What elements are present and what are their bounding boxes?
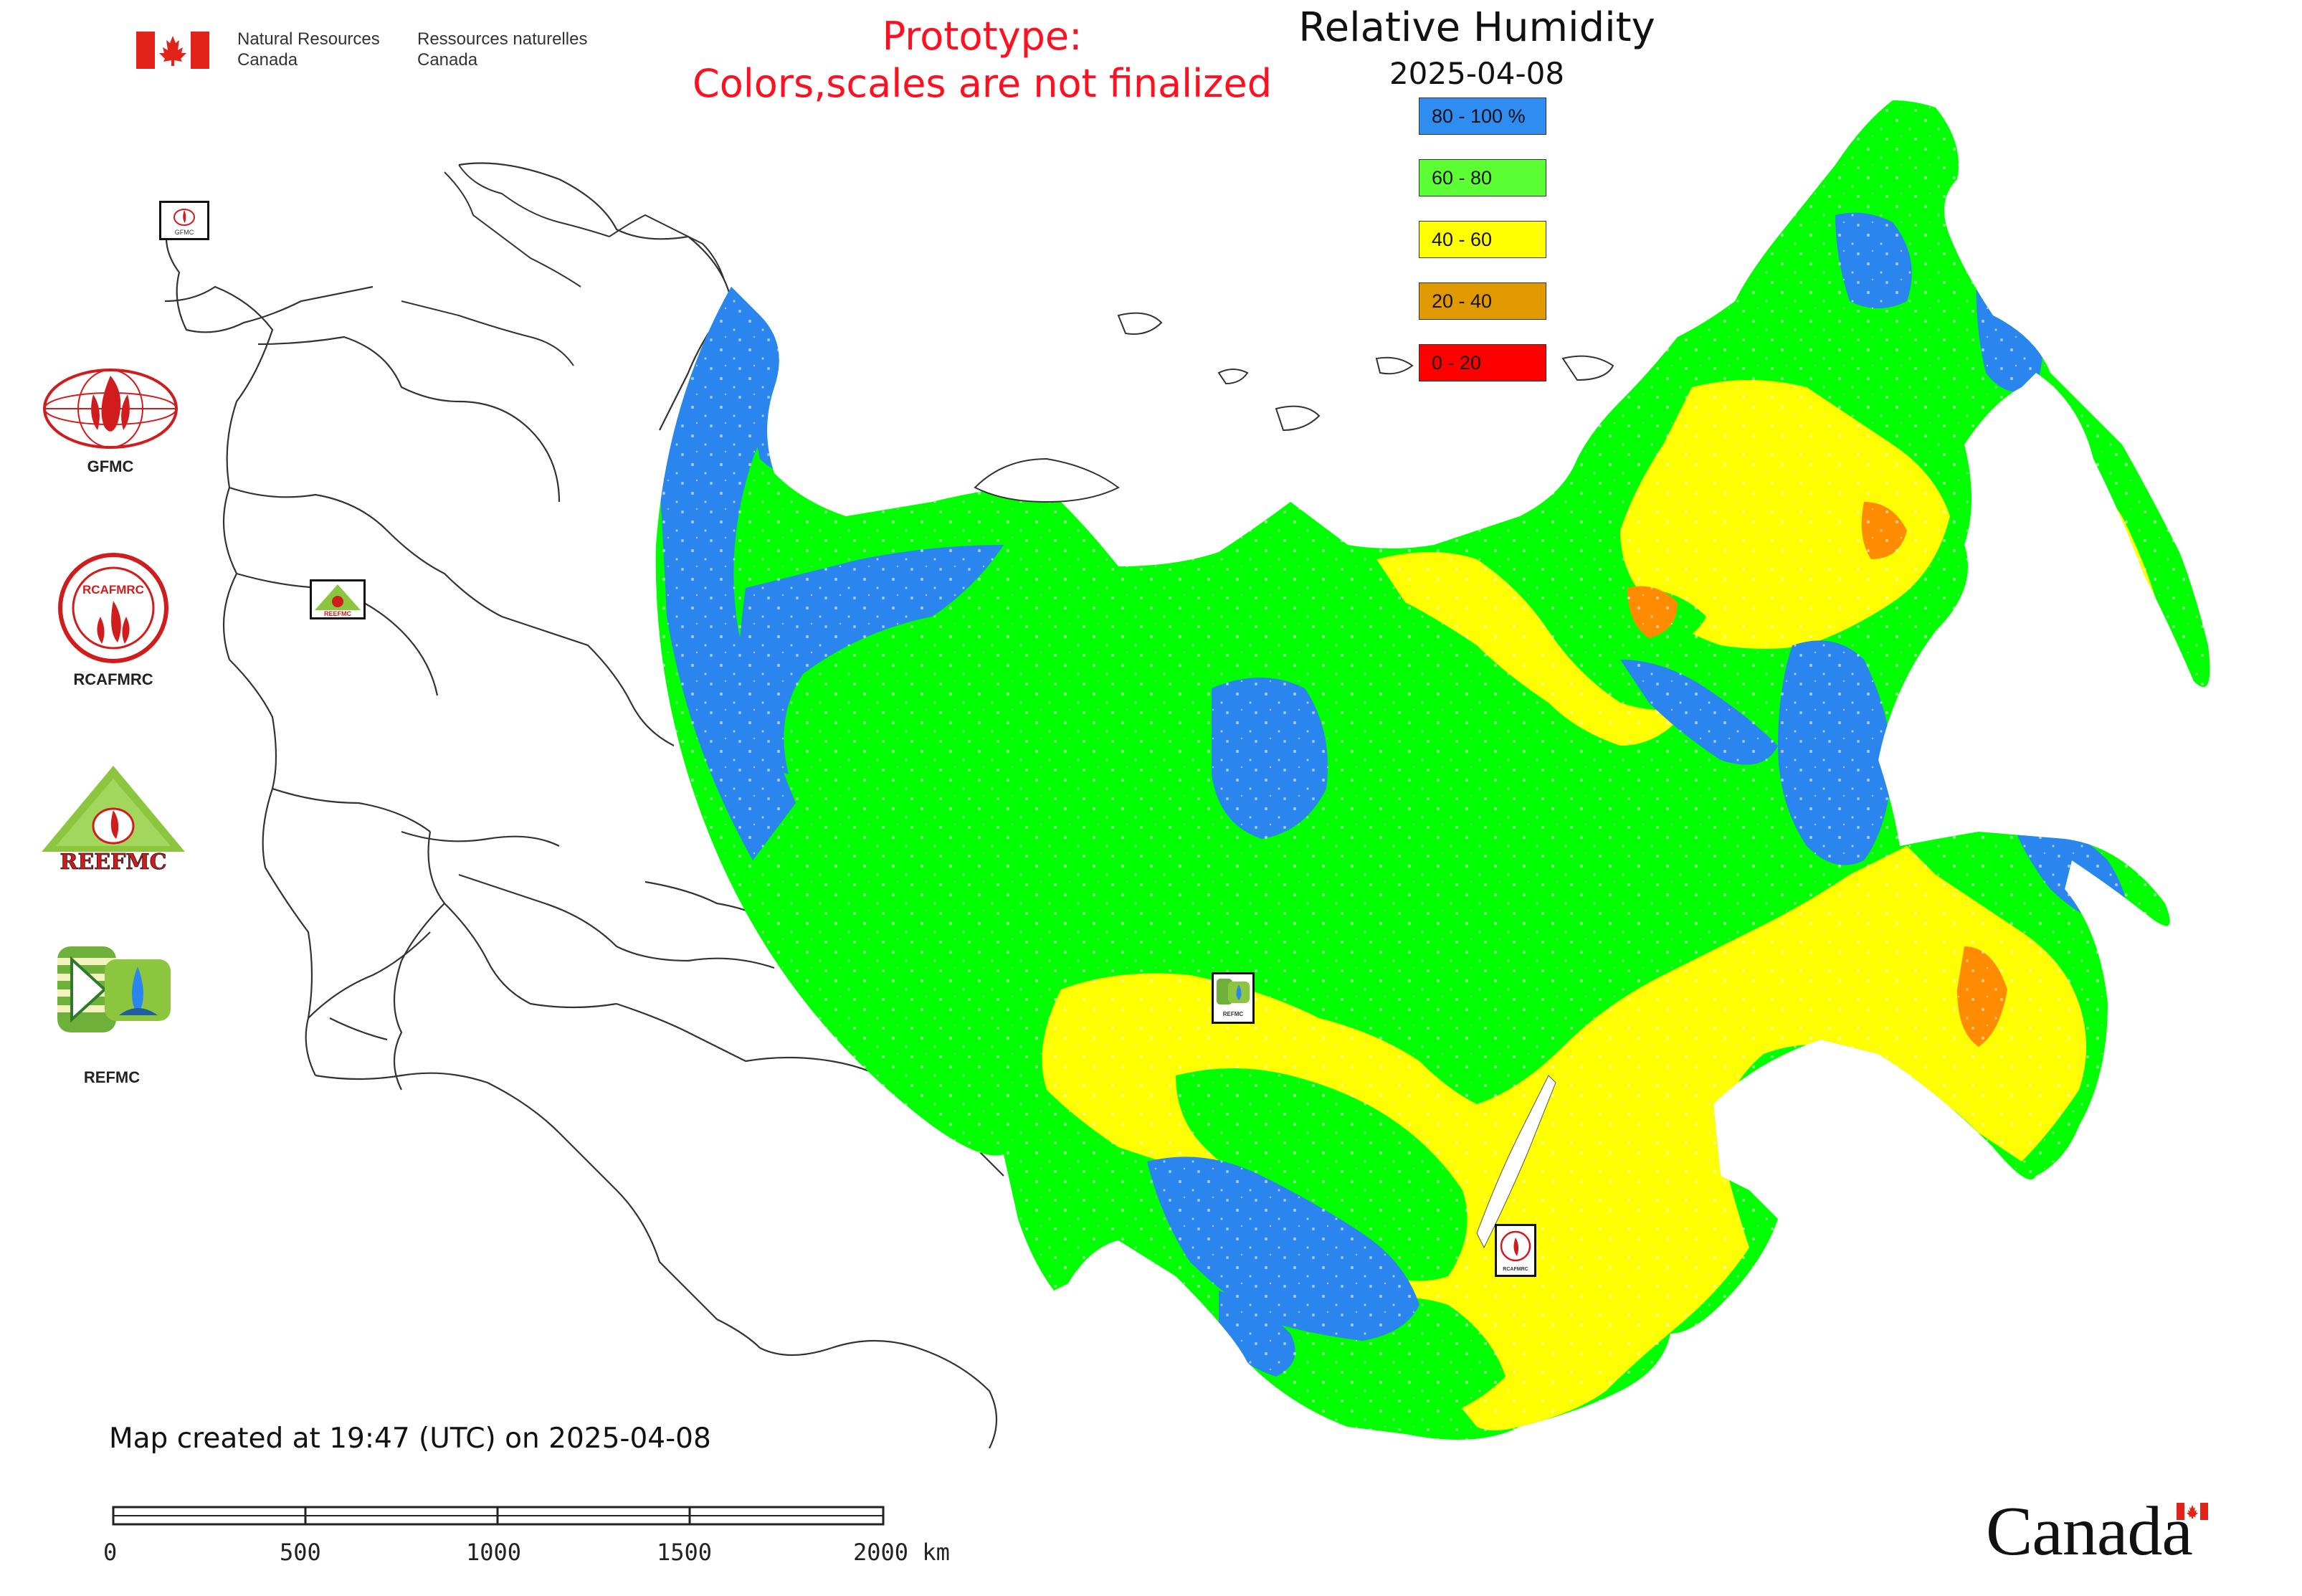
svg-text:REFMC: REFMC (1223, 1011, 1244, 1017)
legend-item: 20 - 40 (1419, 282, 1546, 320)
gfmc-logo (40, 366, 181, 452)
gfmc-small-marker: GFMC (159, 201, 209, 240)
lake-baikal (1476, 1075, 1556, 1249)
canada-wordmark: Canada (1986, 1491, 2222, 1577)
svg-text:RCAFMRC: RCAFMRC (1503, 1267, 1528, 1272)
map-date: 2025-04-08 (1389, 56, 1565, 91)
scale-label: 500 (280, 1539, 321, 1566)
nrcan-flag (136, 32, 209, 69)
scale-label: 1500 (657, 1539, 713, 1566)
reefmc-logo: REEFMC (37, 763, 189, 875)
prototype-notice: Prototype: Colors,scales are not finaliz… (693, 14, 1272, 106)
scale-label: 0 (103, 1539, 118, 1566)
legend-item: 40 - 60 (1419, 221, 1546, 258)
scale-label: 2000 km (853, 1539, 950, 1566)
org-name-fr: Ressources naturelles Canada (417, 29, 588, 70)
scale-bar (112, 1506, 886, 1529)
rcafmrc-map-marker: RCAFMRC (1495, 1224, 1536, 1277)
svg-text:RCAFMRC: RCAFMRC (82, 583, 144, 597)
map-title: Relative Humidity (1298, 4, 1655, 51)
gfmc-label: GFMC (87, 457, 134, 475)
reefmc-map-marker: REEFMC (310, 579, 366, 619)
refmc-logo (57, 946, 171, 1032)
arctic-islands (974, 312, 1614, 503)
svg-text:GFMC: GFMC (175, 229, 194, 236)
rcafmrc-label: RCAFMRC (73, 670, 153, 688)
svg-text:REEFMC: REEFMC (324, 610, 352, 617)
legend-item: 0 - 20 (1419, 344, 1546, 381)
org-name-en: Natural Resources Canada (237, 29, 380, 70)
legend-item: 60 - 80 (1419, 159, 1546, 196)
map-created-timestamp: Map created at 19:47 (UTC) on 2025-04-08 (109, 1422, 711, 1455)
canada-wordmark-text: Canada (1986, 1493, 2193, 1570)
refmc-map-marker: REFMC (1212, 972, 1255, 1024)
canada-flag-icon (2177, 1503, 2208, 1520)
refmc-label: REFMC (83, 1068, 141, 1086)
scandinavia-coastline (401, 164, 725, 366)
scale-label: 1000 (466, 1539, 522, 1566)
svg-text:REEFMC: REEFMC (60, 850, 166, 875)
legend-item: 80 - 100 % (1419, 98, 1546, 135)
rcafmrc-logo: RCAFMRC (57, 552, 169, 664)
